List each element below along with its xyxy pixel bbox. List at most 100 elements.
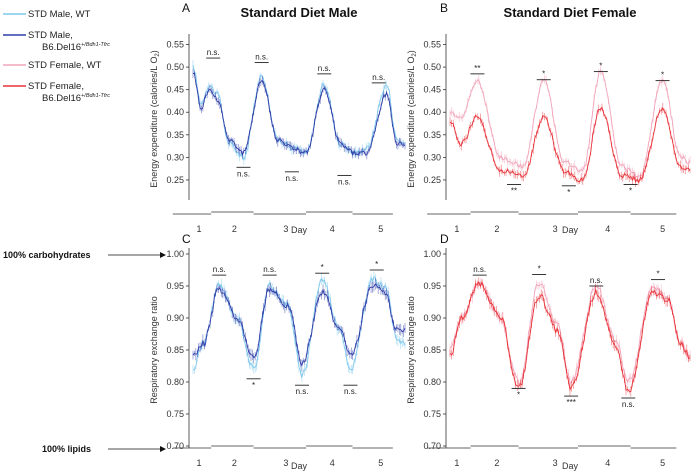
y-tick-label-C-3: 0.85 bbox=[166, 345, 184, 355]
y-tick-label-A-0: 0.25 bbox=[166, 175, 184, 185]
y-tick-label-D-0: 0.70 bbox=[423, 441, 441, 451]
sig-label-D-2: * bbox=[538, 264, 541, 273]
day-label-B-0: 1 bbox=[454, 224, 459, 234]
y-tick-label-B-0: 0.25 bbox=[423, 175, 441, 185]
legend-label-female-del16-line2: B6.Del16+/Bdh1-Tfrc bbox=[42, 93, 110, 104]
sig-label-D-3: *** bbox=[566, 398, 575, 407]
sig-label-A-3: n.s. bbox=[285, 174, 298, 183]
series-D-1 bbox=[449, 277, 691, 397]
sig-label-C-4: * bbox=[321, 263, 324, 272]
day-label-B-4: 5 bbox=[660, 224, 665, 234]
y-tick-label-D-4: 0.90 bbox=[423, 313, 441, 323]
y-tick-label-A-3: 0.40 bbox=[166, 107, 184, 117]
sig-label-C-1: * bbox=[252, 381, 255, 390]
sig-label-B-5: * bbox=[629, 186, 632, 195]
sig-label-A-4: n.s. bbox=[318, 64, 331, 73]
carbohydrates-label: 100% carbohydrates bbox=[3, 250, 91, 260]
y-tick-label-B-6: 0.55 bbox=[423, 40, 441, 50]
sig-label-B-1: ** bbox=[511, 186, 517, 195]
panel-letter-B: B bbox=[440, 1, 448, 15]
y-tick-label-C-0: 0.70 bbox=[166, 441, 184, 451]
side-labels: 100% carbohydrates 100% lipids bbox=[3, 250, 166, 454]
y-tick-label-A-6: 0.55 bbox=[166, 40, 184, 50]
legend-label-female-del16: STD Female, bbox=[28, 81, 84, 92]
y-axis-label-C: Respiratory exchange ratio bbox=[149, 296, 159, 404]
day-label-D-2: 3 bbox=[553, 458, 558, 468]
legend-label-male-del16: STD Male, bbox=[28, 30, 73, 41]
series-B-0 bbox=[449, 65, 691, 182]
sig-label-D-4: n.s. bbox=[590, 276, 603, 285]
y-axis-label-D: Respiratory exchange ratio bbox=[406, 296, 416, 404]
sig-label-B-6: * bbox=[661, 71, 664, 80]
lipids-arrow-head bbox=[160, 446, 166, 452]
sig-label-D-1: * bbox=[517, 390, 520, 399]
series-line-A-1 bbox=[192, 72, 406, 157]
y-tick-label-C-6: 1.00 bbox=[166, 249, 184, 259]
sig-label-D-6: * bbox=[656, 270, 659, 279]
legend-label-female-wt: STD Female, WT bbox=[28, 60, 102, 71]
day-label-C-4: 5 bbox=[378, 458, 383, 468]
x-axis-label-D: Day bbox=[562, 461, 579, 471]
sig-label-C-5: n.s. bbox=[344, 387, 357, 396]
sig-label-A-0: n.s. bbox=[207, 48, 220, 57]
y-tick-label-B-2: 0.35 bbox=[423, 130, 441, 140]
day-label-B-1: 2 bbox=[494, 224, 499, 234]
panel-letter-A: A bbox=[182, 1, 190, 15]
y-tick-label-A-1: 0.30 bbox=[166, 152, 184, 162]
panel-B: B Standard Diet Female 0.25 0.30 0.35 0.40 0.4… bbox=[406, 1, 691, 235]
day-label-C-1: 2 bbox=[232, 458, 237, 468]
day-label-B-2: 3 bbox=[553, 224, 558, 234]
chart-title-B: Standard Diet Female bbox=[504, 5, 637, 20]
panel-C: C 0.70 0.75 0.80 0.85 0.90 0.95 1.00 Respiratory… bbox=[149, 232, 406, 471]
series-line-C-1 bbox=[192, 283, 406, 367]
series-D-0 bbox=[449, 278, 691, 390]
day-label-A-0: 1 bbox=[197, 224, 202, 234]
series-C-0 bbox=[192, 271, 406, 382]
y-tick-label-C-2: 0.80 bbox=[166, 377, 184, 387]
day-label-B-3: 4 bbox=[605, 224, 610, 234]
sig-label-C-6: * bbox=[375, 260, 378, 269]
sig-label-B-4: * bbox=[599, 62, 602, 71]
day-label-A-2: 3 bbox=[283, 224, 288, 234]
sig-label-C-3: n.s. bbox=[296, 387, 309, 396]
lipids-label: 100% lipids bbox=[42, 444, 91, 454]
day-label-D-1: 2 bbox=[494, 458, 499, 468]
series-line-D-0 bbox=[449, 281, 691, 385]
day-label-D-3: 4 bbox=[605, 458, 610, 468]
day-label-A-1: 2 bbox=[232, 224, 237, 234]
y-axis-label-A: Energy expenditure (calories/L O2) bbox=[149, 50, 161, 188]
y-tick-label-C-5: 0.95 bbox=[166, 281, 184, 291]
y-tick-label-D-6: 1.00 bbox=[423, 249, 441, 259]
sig-label-A-1: n.s. bbox=[237, 169, 250, 178]
day-label-D-4: 5 bbox=[660, 458, 665, 468]
panel-D: D 0.70 0.75 0.80 0.85 0.90 0.95 1.00 Respiratory… bbox=[406, 232, 691, 471]
sig-label-D-5: n.s. bbox=[622, 400, 635, 409]
sig-label-A-5: n.s. bbox=[338, 177, 351, 186]
y-tick-label-C-4: 0.90 bbox=[166, 313, 184, 323]
y-tick-label-A-5: 0.50 bbox=[166, 62, 184, 72]
sig-label-B-0: ** bbox=[474, 64, 480, 73]
sig-label-C-0: n.s. bbox=[213, 265, 226, 274]
series-line-D-1 bbox=[449, 280, 691, 393]
series-C-1 bbox=[192, 278, 406, 372]
day-label-C-0: 1 bbox=[197, 458, 202, 468]
sig-label-C-2: n.s. bbox=[263, 265, 276, 274]
chart-title-A: Standard Diet Male bbox=[240, 5, 357, 20]
x-axis-label-A: Day bbox=[291, 225, 308, 235]
y-tick-label-A-4: 0.45 bbox=[166, 85, 184, 95]
panel-letter-D: D bbox=[440, 232, 449, 246]
sig-label-B-2: * bbox=[542, 70, 545, 79]
y-tick-label-A-2: 0.35 bbox=[166, 130, 184, 140]
sig-label-B-3: * bbox=[567, 188, 570, 197]
y-tick-label-B-3: 0.40 bbox=[423, 107, 441, 117]
legend: STD Male, WT STD Male, B6.Del16+/Bdh1-Tf… bbox=[3, 9, 110, 104]
day-label-C-2: 3 bbox=[283, 458, 288, 468]
y-tick-label-B-5: 0.50 bbox=[423, 62, 441, 72]
y-tick-label-B-4: 0.45 bbox=[423, 85, 441, 95]
y-tick-label-C-1: 0.75 bbox=[166, 409, 184, 419]
day-label-A-3: 4 bbox=[330, 224, 335, 234]
panel-A: A Standard Diet Male 0.25 0.30 0.35 0.40 0.45 0… bbox=[149, 1, 406, 235]
series-A-1 bbox=[192, 69, 406, 160]
legend-label-male-del16-line2: B6.Del16+/Bdh1-Tfrc bbox=[42, 42, 110, 53]
